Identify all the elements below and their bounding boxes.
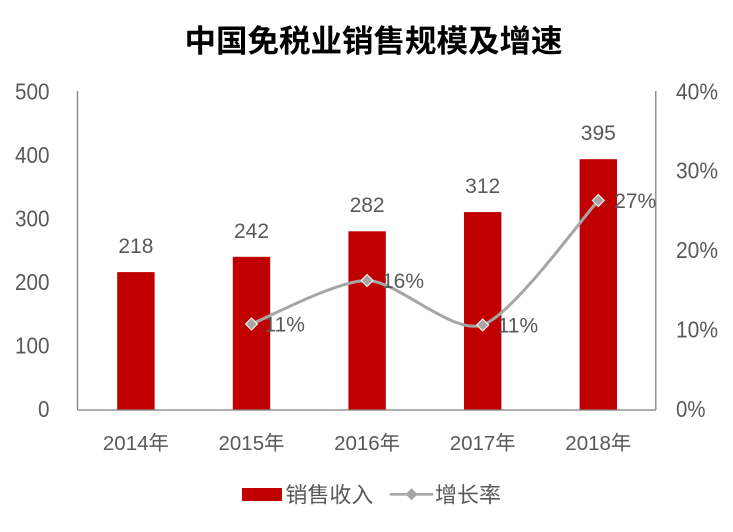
svg-text:27%: 27% [614, 190, 656, 213]
svg-text:400: 400 [15, 142, 50, 168]
svg-text:200: 200 [15, 269, 50, 295]
svg-text:500: 500 [15, 78, 50, 104]
svg-text:11%: 11% [265, 314, 305, 337]
svg-text:2016: 2016 [334, 432, 380, 455]
svg-text:0%: 0% [676, 396, 706, 422]
svg-text:2014: 2014 [103, 432, 149, 455]
svg-text:10%: 10% [676, 316, 718, 342]
svg-text:312: 312 [465, 175, 500, 198]
svg-text:282: 282 [350, 194, 385, 217]
svg-text:395: 395 [581, 122, 616, 145]
svg-text:2018: 2018 [565, 432, 611, 455]
svg-text:16%: 16% [382, 270, 424, 293]
svg-text:0: 0 [38, 396, 50, 422]
svg-text:242: 242 [234, 220, 269, 243]
svg-text:2017: 2017 [450, 432, 496, 455]
svg-text:20%: 20% [676, 237, 718, 263]
svg-text:40%: 40% [676, 78, 718, 104]
svg-text:2015: 2015 [219, 432, 265, 455]
svg-text:11%: 11% [498, 315, 538, 338]
svg-text:100: 100 [15, 332, 50, 358]
svg-text:218: 218 [118, 235, 153, 258]
svg-text:300: 300 [15, 205, 50, 231]
svg-text:30%: 30% [676, 158, 718, 184]
